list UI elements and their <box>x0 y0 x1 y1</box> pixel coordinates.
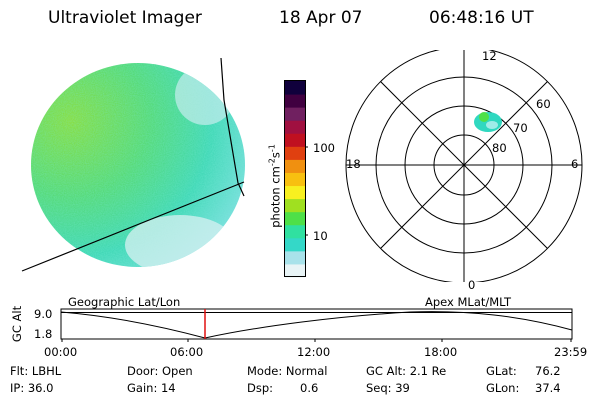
colorbar-segment <box>285 211 305 226</box>
colorbar <box>284 80 308 278</box>
colorbar-segment <box>285 120 305 134</box>
polar-tick-top: 12 <box>482 49 497 63</box>
polar-tick-bottom: 0 <box>468 278 476 292</box>
instrument-title: Ultraviolet Imager <box>48 8 202 28</box>
colorbar-segment <box>285 133 305 147</box>
geographic-grid-line <box>21 181 245 272</box>
glat-value: 76.2 <box>535 364 561 378</box>
colorbar-segment <box>285 250 305 265</box>
timeline-x-tick: 12:00 <box>297 345 331 359</box>
gc-alt-label: GC Alt: 2.1 Re <box>366 364 447 378</box>
glon-value: 37.4 <box>535 381 561 395</box>
dsp-value: 0.6 <box>300 381 319 395</box>
timeline-x-tick: 18:00 <box>424 345 458 359</box>
colorbar-segment <box>285 81 305 95</box>
timeline-y-bottom: 1.8 <box>34 327 53 341</box>
glon-label: GLon: <box>486 381 520 395</box>
timeline-left-title: Geographic Lat/Lon <box>68 295 181 309</box>
altitude-curve <box>60 311 573 339</box>
auroral-emission <box>474 112 502 132</box>
colorbar-segment <box>285 172 305 187</box>
colorbar-label-exp1: -2 <box>267 158 277 167</box>
polar-plot <box>345 50 583 282</box>
colorbar-segment <box>285 263 305 278</box>
timeline-x-tick: 06:00 <box>170 345 204 359</box>
colorbar-segment <box>285 159 305 173</box>
timeline-axis-title: GC Alt <box>10 305 24 343</box>
timeline-plot <box>60 308 573 342</box>
seq-label: Seq: 39 <box>366 381 410 395</box>
ip-label: IP: 36.0 <box>10 381 54 395</box>
dsp-label: Dsp: <box>247 381 274 395</box>
colorbar-label: photon cm-2s-1 <box>268 144 283 228</box>
colorbar-label-s: s <box>268 152 283 159</box>
colorbar-label-text: photon cm <box>268 166 283 228</box>
colorbar-segment <box>285 185 305 200</box>
observation-time: 06:48:16 UT <box>429 8 534 28</box>
colorbar-tick-100: 100 <box>313 141 335 155</box>
polar-ring-80: 80 <box>492 141 507 155</box>
glat-label: GLat: <box>486 364 517 378</box>
timeline-x-tick: 00:00 <box>44 345 78 359</box>
colorbar-segment <box>285 237 305 252</box>
polar-ring-60: 60 <box>536 97 551 111</box>
gain-label: Gain: 14 <box>127 381 176 395</box>
colorbar-label-exp2: -1 <box>267 144 277 153</box>
colorbar-segment <box>285 224 305 239</box>
geographic-image <box>21 57 245 272</box>
colorbar-segment <box>285 146 305 160</box>
polar-tick-left: 18 <box>346 157 361 171</box>
colorbar-tick-10: 10 <box>313 229 328 243</box>
polar-ring-70: 70 <box>513 121 528 135</box>
filter-label: Flt: LBHL <box>10 364 62 378</box>
door-label: Door: Open <box>127 364 193 378</box>
colorbar-segment <box>285 198 305 213</box>
mode-label: Mode: Normal <box>247 364 328 378</box>
polar-tick-right: 6 <box>571 157 579 171</box>
timeline-right-title: Apex MLat/MLT <box>425 295 512 309</box>
observation-date: 18 Apr 07 <box>279 8 363 28</box>
timeline-y-top: 9.0 <box>34 307 53 321</box>
colorbar-segment <box>285 94 305 108</box>
timeline-x-tick: 23:59 <box>554 345 588 359</box>
colorbar-segment <box>285 107 305 121</box>
geographic-grid-line <box>220 57 245 197</box>
